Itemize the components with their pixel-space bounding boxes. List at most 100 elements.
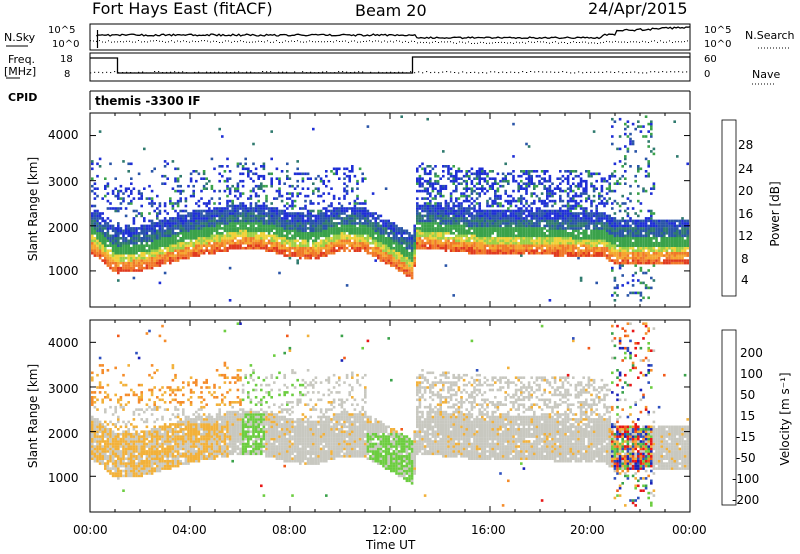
power-cell [494,229,497,233]
nave-dot [170,71,172,73]
nsearch-dot [636,41,637,43]
power-cell [520,246,523,250]
power-cell [481,222,484,225]
power-cell [223,189,227,193]
power-cell [241,184,245,188]
power-cell [509,204,513,208]
power-cell [239,194,242,198]
power-cell [228,177,232,180]
power-cell [520,174,523,178]
power-cell [104,222,107,225]
power-cell [317,212,320,215]
power-cell [122,246,125,250]
power-cell [509,172,513,176]
power-cell [535,217,539,220]
nsearch-dot [390,40,391,42]
power-cell [309,209,312,213]
nave-dot [174,71,176,73]
power-cell [624,261,627,265]
power-cell [304,224,307,228]
power-cell [267,239,271,243]
power-cell [491,251,494,255]
power-cell [382,251,385,255]
power-cell [275,237,279,240]
power-cell [189,241,193,245]
power-cell [182,234,185,238]
power-cell [566,182,570,185]
power-cell [509,249,513,252]
power-cell [98,234,102,238]
power-cell [483,214,487,218]
power-cell [592,194,596,198]
power-cell [416,179,419,183]
power-cell [293,251,297,255]
power-cell [150,256,154,260]
power-cell [447,232,450,235]
nave-dot [242,72,244,74]
power-cell [166,177,169,180]
power-cell [598,234,601,238]
power-cell [335,167,338,171]
power-cell [340,224,344,228]
power-cell [317,227,320,230]
power-cell [130,264,133,267]
power-cell [572,217,575,220]
power-cell [556,254,559,257]
power-cell [392,227,396,230]
power-cell [496,239,500,243]
power-cell [132,234,136,238]
power-colorbar-frame [721,119,737,297]
power-cell [496,244,500,247]
power-cell [293,204,297,208]
power-cell [494,202,497,205]
power-cell [301,187,305,190]
power-cell [226,227,229,230]
power-cell [585,254,588,257]
power-cell [481,212,484,215]
power-cell [470,227,474,230]
power-cell [569,212,572,215]
power-cell [267,232,271,235]
power-cell [364,207,367,210]
power-cell [600,212,604,215]
power-cell [127,254,130,257]
power-cell [148,229,151,233]
power-cell [119,184,123,188]
power-cell [171,249,175,252]
power-cell [343,197,346,200]
power-cell [405,256,409,260]
power-cell [322,234,325,238]
power-cell [418,174,422,178]
power-cell [522,229,526,233]
power-cell [512,179,515,183]
power-cell [202,209,206,213]
power-cell [418,227,422,230]
power-cell [221,209,224,213]
power-cell [530,227,533,230]
power-cell [265,214,268,218]
nave-dot [342,71,344,73]
power-cell [98,239,102,243]
power-cell [408,259,411,262]
power-cell [228,224,232,228]
power-cell [182,214,185,218]
power-cell [512,174,515,178]
power-cell [572,182,575,185]
power-cell [254,239,258,243]
power-cell [387,239,390,243]
power-cell [592,251,596,255]
power-cell [618,219,622,223]
power-cell [577,224,580,228]
power-cell [301,239,305,243]
power-cell [327,217,331,220]
power-cell [205,249,208,252]
power-cell [611,232,614,235]
power-cell [561,224,565,228]
nave-dot [434,71,436,73]
power-cell [234,241,237,245]
power-cell [111,189,115,193]
power-cell [327,239,331,243]
power-cell [527,214,531,218]
nsearch-dot [606,40,607,42]
power-cell [200,239,203,243]
